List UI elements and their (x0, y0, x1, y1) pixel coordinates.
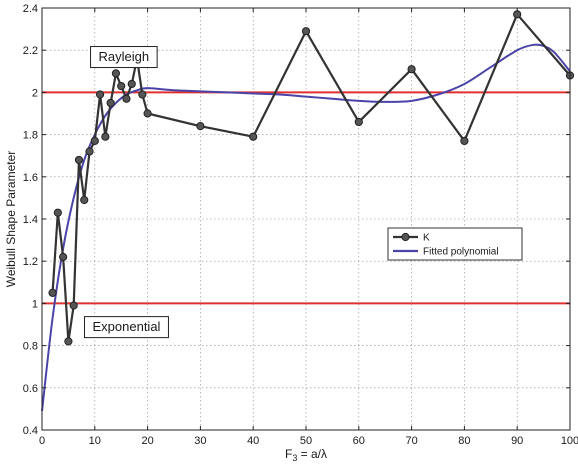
legend-k-label: K (423, 233, 430, 244)
series-k-point (111, 69, 121, 78)
series-k-point (407, 65, 416, 74)
y-tick-label: 0.8 (23, 341, 38, 353)
x-axis-title-subscript: 3 (292, 453, 297, 463)
x-tick-label: 50 (300, 435, 312, 447)
ticks: 0 10 20 30 40 50 60 70 80 90 100 0.4 0.6 0.8 1 1.2 1.4 1.… (23, 3, 578, 447)
series-k-point (80, 195, 89, 205)
y-tick-label: 1 (32, 298, 38, 310)
series-k-point (138, 90, 147, 99)
x-tick-label: 0 (39, 435, 45, 447)
y-tick-label: 0.4 (23, 425, 38, 437)
y-tick-label: 0.6 (23, 383, 38, 395)
y-tick-label: 1.6 (23, 172, 38, 184)
series-k-point (53, 208, 62, 217)
annotation-rayleigh: Rayleigh (90, 46, 158, 69)
x-tick-label: 100 (561, 435, 578, 447)
series-k-point (122, 94, 131, 103)
series-k-point (117, 81, 126, 91)
series-k-point (48, 288, 57, 297)
y-tick-label: 1.4 (23, 214, 38, 226)
annotation-exponential: Exponential (84, 316, 169, 339)
legend: K Fitted polynomial (387, 227, 523, 261)
y-axis-title: Weibull Shape Parameter (4, 151, 18, 288)
series-layer (41, 10, 575, 412)
series-k-point (196, 122, 205, 131)
series-k-point (85, 147, 94, 156)
annotation-box (90, 46, 158, 69)
series-k-point (69, 301, 78, 310)
series-k-point (59, 252, 68, 262)
x-tick-label: 30 (194, 435, 206, 447)
series-k-point (74, 155, 84, 165)
series-k-point (106, 98, 115, 108)
annotation-label: Exponential (93, 319, 161, 334)
annotation-label: Rayleigh (99, 49, 150, 64)
x-axis-title-rest: = a/λ (297, 447, 327, 461)
x-axis-title: F3 = a/λ (285, 447, 327, 463)
y-tick-label: 2 (32, 87, 38, 99)
series-k-point (95, 90, 105, 99)
y-tick-label: 1.8 (23, 130, 38, 142)
series-k-point (127, 79, 136, 89)
series-k-point (354, 117, 363, 127)
series-k-point (64, 337, 73, 346)
series-k-point (301, 27, 311, 36)
x-tick-label: 20 (141, 435, 153, 447)
series-k-point (249, 132, 258, 141)
legend-poly-label: Fitted polynomial (423, 247, 499, 258)
y-tick-label: 2.4 (23, 3, 38, 15)
annotation-box (84, 316, 169, 339)
y-tick-label: 1.2 (23, 256, 38, 268)
annotations: Rayleigh Exponential (84, 46, 169, 339)
x-tick-label: 40 (247, 435, 259, 447)
series-k-point (101, 132, 110, 141)
legend-k-marker (401, 232, 410, 242)
x-tick-label: 80 (458, 435, 470, 447)
legend-box (387, 227, 523, 261)
x-tick-label: 60 (353, 435, 365, 447)
y-tick-label: 2.2 (23, 45, 38, 57)
series-k-point (460, 136, 469, 146)
x-tick-label: 10 (89, 435, 101, 447)
x-tick-label: 90 (511, 435, 523, 447)
x-tick-label: 70 (405, 435, 417, 447)
series-k-point (143, 109, 152, 118)
series-k-point (90, 136, 99, 146)
